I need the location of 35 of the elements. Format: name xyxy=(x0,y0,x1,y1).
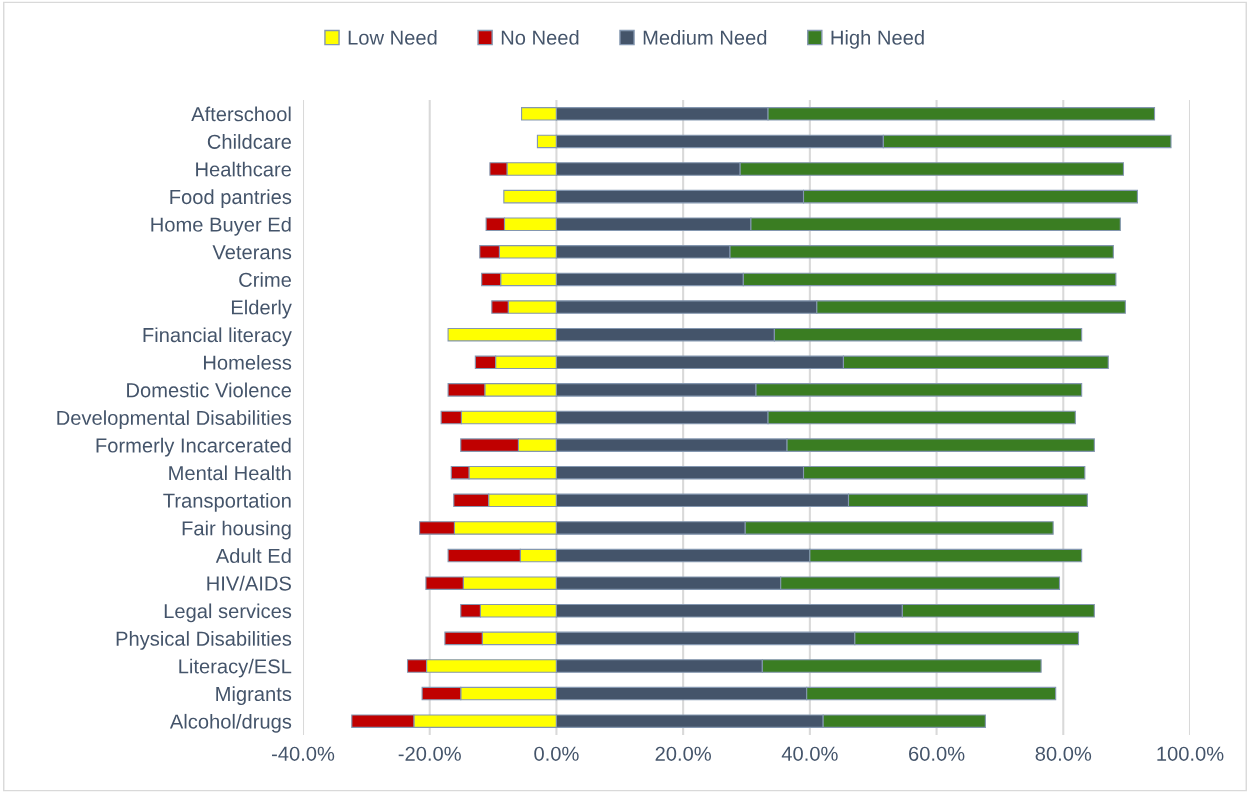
legend-label: Medium Need xyxy=(643,30,767,45)
y-tick-label: Formerly Incarcerated xyxy=(96,437,291,457)
x-tick-label: -40.0% xyxy=(271,746,335,761)
y-tick-label: Crime xyxy=(239,272,291,287)
y-tick-label: Afterschool xyxy=(191,106,291,122)
y-tick-label: Alcohol/drugs xyxy=(169,713,292,733)
y-tick-label: Legal services xyxy=(164,603,292,623)
y-tick-label: Migrants xyxy=(216,686,292,706)
x-tick-label: 60.0% xyxy=(909,746,965,761)
y-tick-label: Financial literacy xyxy=(143,327,292,347)
legend-label: Low Need xyxy=(348,30,437,45)
y-tick-label: Home Buyer Ed xyxy=(151,216,291,236)
legend-label: High Need xyxy=(831,30,924,49)
x-tick-label: -20.0% xyxy=(398,746,461,761)
y-tick-label: Adult Ed xyxy=(215,548,291,564)
y-tick-label: Food pantries xyxy=(170,189,292,209)
y-tick-label: Transportation xyxy=(163,493,291,512)
y-tick-label: HIV/AIDS xyxy=(207,575,291,591)
y-tick-label: Veterans xyxy=(212,245,292,260)
x-tick-label: 80.0% xyxy=(1035,746,1092,761)
y-tick-label: Physical Disabilities xyxy=(116,631,292,650)
x-tick-label: 40.0% xyxy=(781,746,838,761)
y-tick-label: Literacy/ESL xyxy=(179,658,292,678)
y-tick-label: Healthcare xyxy=(196,161,291,177)
y-tick-label: Homeless xyxy=(204,354,292,370)
y-tick-label: Fair housing xyxy=(182,520,291,540)
x-tick-label: 20.0% xyxy=(655,746,711,761)
x-tick-label: 100.0% xyxy=(1157,746,1224,761)
y-tick-label: Elderly xyxy=(231,299,292,319)
legend-label: No Need xyxy=(501,30,579,45)
y-tick-label: Developmental Disabilities xyxy=(57,410,292,429)
x-tick-label: 0.0% xyxy=(534,746,579,761)
y-tick-label: Childcare xyxy=(207,134,291,149)
y-tick-label: Domestic Violence xyxy=(127,382,291,398)
y-tick-label: Mental Health xyxy=(169,465,291,481)
